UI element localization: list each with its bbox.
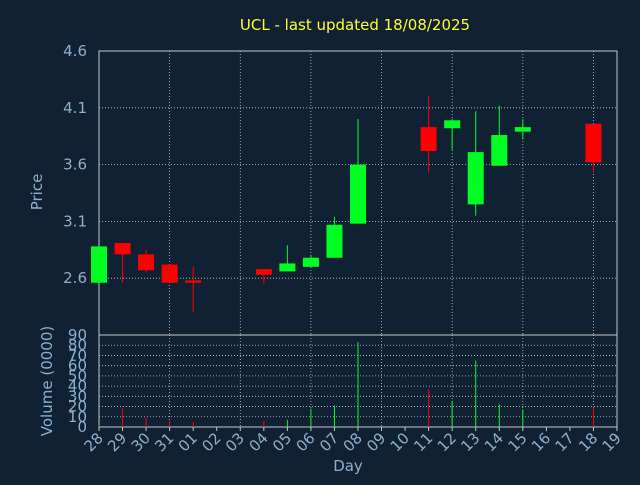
x-tick-label: 14 <box>481 429 507 455</box>
x-tick-label: 08 <box>340 429 366 455</box>
price-tick-label: 2.6 <box>63 269 87 287</box>
x-tick-label: 10 <box>387 429 413 455</box>
candle-body <box>326 224 343 258</box>
x-tick-label: 29 <box>104 429 130 455</box>
candle-body <box>444 120 461 129</box>
candle-body <box>302 257 319 267</box>
x-tick-label: 19 <box>599 429 625 455</box>
volume-axis-label: Volume (0000) <box>38 326 56 436</box>
candle-body <box>350 164 366 224</box>
candle-body <box>161 264 178 283</box>
x-tick-label: 01 <box>175 429 201 455</box>
price-axis-label: Price <box>28 174 46 211</box>
x-axis: 2829303101020304050607080910111213141516… <box>81 427 625 455</box>
x-tick-label: 17 <box>552 429 578 455</box>
price-tick-label: 3.1 <box>63 212 87 230</box>
x-tick-label: 03 <box>222 429 248 455</box>
price-tick-label: 4.1 <box>63 99 87 117</box>
x-tick-label: 07 <box>316 429 342 455</box>
x-tick-label: 30 <box>128 429 154 455</box>
volume-tick-label: 30 <box>68 387 87 405</box>
candle-body <box>114 242 131 255</box>
candle-body <box>138 254 155 271</box>
x-tick-label: 13 <box>457 429 483 455</box>
x-tick-label: 12 <box>434 429 460 455</box>
candle-body <box>585 123 602 163</box>
price-tick-label: 4.6 <box>63 42 87 60</box>
volume-tick-label: 50 <box>68 367 87 385</box>
candle-body <box>467 152 484 205</box>
volume-tick-label: 90 <box>68 326 87 344</box>
candle-body <box>514 127 531 132</box>
volume-tick-label: 60 <box>68 357 87 375</box>
x-tick-label: 04 <box>245 429 271 455</box>
volume-tick-label: 20 <box>68 398 87 416</box>
chart-title: UCL - last updated 18/08/2025 <box>240 16 470 34</box>
x-tick-label: 15 <box>504 429 530 455</box>
price-panel: 2.6 3.1 3.6 4.1 4.6 <box>63 42 618 336</box>
volume-tick-label: 40 <box>68 377 87 395</box>
x-tick-label: 31 <box>151 429 177 455</box>
x-tick-label: 05 <box>269 429 295 455</box>
x-tick-label: 02 <box>198 429 224 455</box>
candle-body <box>279 263 296 272</box>
x-tick-label: 09 <box>363 429 389 455</box>
x-tick-label: 06 <box>293 429 319 455</box>
volume-tick-label: 0 <box>77 418 87 436</box>
x-axis-label: Day <box>333 457 363 475</box>
candle-body <box>255 269 272 275</box>
x-tick-label: 18 <box>575 429 601 455</box>
candle-body <box>491 135 508 166</box>
candle-body <box>420 127 437 151</box>
candle-body <box>185 280 202 283</box>
x-tick-label: 11 <box>410 429 436 455</box>
volume-tick-label: 10 <box>68 408 87 426</box>
volume-tick-label: 80 <box>68 336 87 354</box>
x-tick-label: 16 <box>528 429 554 455</box>
candle-body <box>91 246 107 283</box>
price-tick-label: 3.6 <box>63 156 87 174</box>
volume-tick-label: 70 <box>68 346 87 364</box>
